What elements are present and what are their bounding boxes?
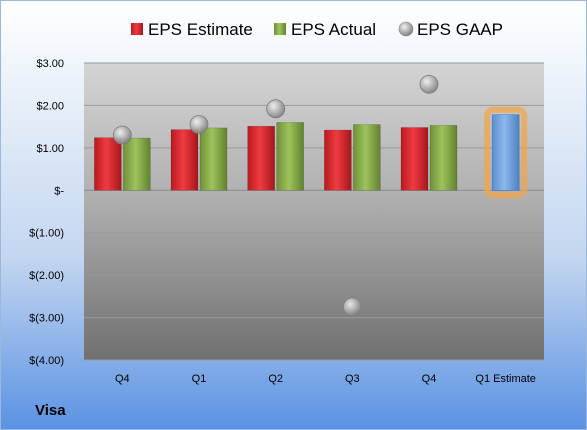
eps-estimate-bar [247, 125, 275, 191]
x-tick-label: Q2 [268, 373, 283, 385]
legend-swatch [398, 21, 414, 37]
eps-estimate-bar [94, 137, 122, 191]
y-tick-label: $(1.00) [29, 228, 64, 240]
eps-gaap-marker [189, 115, 209, 134]
bars [94, 106, 528, 199]
y-tick-label: $3.00 [36, 58, 64, 70]
y-axis-tick-labels: $3.00 $2.00 $1.00 $- $(1.00) $(2.00) $(3.00) $(… [29, 58, 64, 367]
y-tick-label: $(2.00) [29, 270, 64, 282]
plot-area [84, 63, 544, 360]
eps-estimate-bar [324, 129, 352, 191]
eps-actual-bar [429, 125, 458, 191]
eps-gaap-marker [342, 297, 362, 317]
x-axis-tick-labels: Q4 Q1 Q2 Q3 Q4 Q1 Estimate [115, 373, 536, 385]
legend-label: EPS Actual [291, 20, 376, 39]
x-tick-label: Q4 [115, 373, 130, 385]
legend-label: EPS Estimate [148, 20, 253, 39]
legend-swatch [274, 23, 286, 35]
legend: EPS Estimate EPS Actual EPS GAAP [131, 20, 503, 39]
x-tick-label: Q1 [192, 373, 207, 385]
y-tick-label: $(3.00) [29, 313, 64, 325]
y-tick-label: $2.00 [36, 100, 64, 112]
eps-estimate-bar [400, 127, 429, 191]
y-tick-label: $(4.00) [29, 355, 64, 367]
eps-gaap-marker [419, 74, 439, 94]
eps-actual-bar [276, 122, 304, 191]
eps-actual-bar [199, 127, 228, 191]
y-tick-label: $1.00 [36, 143, 64, 155]
eps-actual-bar [353, 124, 381, 191]
x-tick-label: Q3 [345, 373, 360, 385]
eps-forecast-bar [491, 114, 520, 191]
x-tick-label: Q4 [422, 373, 437, 385]
legend-label: EPS GAAP [417, 20, 503, 39]
company-name: Visa [35, 402, 66, 419]
x-tick-label: Q1 Estimate [475, 373, 536, 385]
y-tick-label: $- [54, 185, 64, 197]
eps-gaap-marker [112, 125, 132, 145]
eps-estimate-bar [170, 129, 199, 191]
gaap-markers [112, 74, 439, 317]
legend-swatch [131, 23, 143, 35]
eps-actual-bar [123, 137, 151, 191]
forecast-glow [484, 106, 528, 199]
gridlines [84, 62, 544, 361]
eps-gaap-marker [266, 99, 286, 119]
